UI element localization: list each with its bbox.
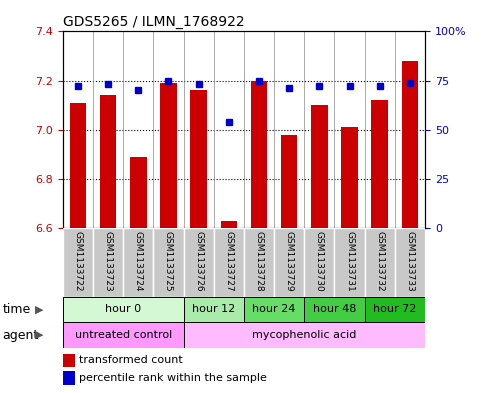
- Bar: [251, 81, 267, 228]
- Text: ▶: ▶: [35, 330, 43, 340]
- Bar: [281, 135, 298, 228]
- Bar: [341, 127, 358, 228]
- Text: GSM1133726: GSM1133726: [194, 231, 203, 292]
- Text: hour 48: hour 48: [313, 305, 356, 314]
- Bar: [334, 228, 365, 297]
- Text: GSM1133733: GSM1133733: [405, 231, 414, 292]
- Text: percentile rank within the sample: percentile rank within the sample: [79, 373, 267, 383]
- Text: hour 12: hour 12: [192, 305, 235, 314]
- Bar: [274, 228, 304, 297]
- Text: GSM1133730: GSM1133730: [315, 231, 324, 292]
- Text: GSM1133728: GSM1133728: [255, 231, 264, 292]
- Text: time: time: [2, 303, 30, 316]
- Bar: [304, 228, 334, 297]
- Bar: [213, 228, 244, 297]
- Bar: [100, 95, 116, 228]
- Text: GSM1133727: GSM1133727: [224, 231, 233, 292]
- Text: GSM1133723: GSM1133723: [103, 231, 113, 292]
- Text: hour 72: hour 72: [373, 305, 416, 314]
- Bar: [371, 100, 388, 228]
- Text: untreated control: untreated control: [74, 330, 172, 340]
- Bar: [244, 297, 304, 322]
- Bar: [365, 228, 395, 297]
- Text: GSM1133722: GSM1133722: [73, 231, 83, 292]
- Bar: [365, 297, 425, 322]
- Bar: [93, 228, 123, 297]
- Bar: [154, 228, 184, 297]
- Bar: [184, 297, 244, 322]
- Bar: [304, 297, 365, 322]
- Text: GSM1133724: GSM1133724: [134, 231, 143, 292]
- Bar: [395, 228, 425, 297]
- Bar: [70, 103, 86, 228]
- Bar: [311, 105, 327, 228]
- Text: GSM1133731: GSM1133731: [345, 231, 354, 292]
- Bar: [160, 83, 177, 228]
- Bar: [221, 220, 237, 228]
- Bar: [63, 322, 184, 348]
- Text: agent: agent: [2, 329, 39, 342]
- Bar: [63, 297, 184, 322]
- Bar: [184, 322, 425, 348]
- Text: GSM1133729: GSM1133729: [284, 231, 294, 292]
- Bar: [244, 228, 274, 297]
- Bar: [190, 90, 207, 228]
- Text: GSM1133732: GSM1133732: [375, 231, 384, 292]
- Bar: [184, 228, 213, 297]
- Bar: [123, 228, 154, 297]
- Text: hour 24: hour 24: [253, 305, 296, 314]
- Text: mycophenolic acid: mycophenolic acid: [252, 330, 356, 340]
- Text: GDS5265 / ILMN_1768922: GDS5265 / ILMN_1768922: [63, 15, 244, 29]
- Text: GSM1133725: GSM1133725: [164, 231, 173, 292]
- Text: hour 0: hour 0: [105, 305, 141, 314]
- Text: transformed count: transformed count: [79, 355, 183, 365]
- Bar: [130, 157, 146, 228]
- Bar: [63, 228, 93, 297]
- Bar: [402, 61, 418, 228]
- Text: ▶: ▶: [35, 305, 43, 314]
